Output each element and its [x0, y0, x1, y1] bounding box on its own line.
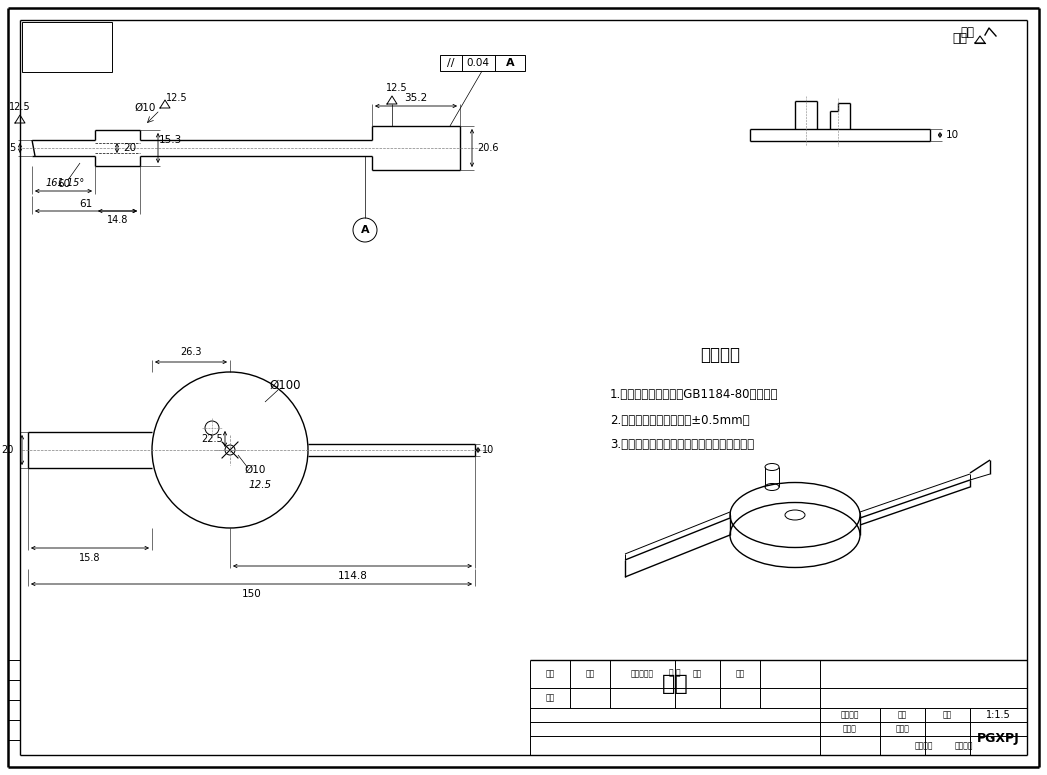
- Text: 2.未注长度尺寸允许偏差±0.5mm。: 2.未注长度尺寸允许偏差±0.5mm。: [610, 414, 750, 426]
- Text: 日 期: 日 期: [669, 669, 681, 677]
- Text: 15.8: 15.8: [80, 553, 101, 563]
- Text: 12.5: 12.5: [386, 83, 408, 93]
- Text: 10: 10: [945, 130, 959, 140]
- Text: 12.5: 12.5: [248, 480, 271, 490]
- Text: 图样标记: 图样标记: [841, 711, 860, 719]
- Text: 标记: 标记: [545, 670, 555, 678]
- Text: 日期: 日期: [735, 670, 744, 678]
- Text: 技术要求: 技术要求: [700, 346, 740, 364]
- Text: 共　　页: 共 页: [914, 741, 933, 750]
- Text: 其余: 其余: [960, 26, 974, 39]
- Text: 35.2: 35.2: [404, 93, 427, 103]
- Text: 比例: 比例: [943, 711, 952, 719]
- Text: 114.8: 114.8: [337, 571, 367, 581]
- Text: 60: 60: [57, 179, 70, 189]
- Text: 1:1.5: 1:1.5: [986, 710, 1010, 720]
- Text: Ø10: Ø10: [244, 465, 266, 475]
- Text: A: A: [360, 225, 370, 235]
- Text: 3.铸件公差带对称于毛坯铸件基本尺寸配置。: 3.铸件公差带对称于毛坯铸件基本尺寸配置。: [610, 439, 754, 452]
- Text: 1.未注形状公差应符合GB1184-80的要求。: 1.未注形状公差应符合GB1184-80的要求。: [610, 388, 779, 401]
- Text: A: A: [506, 58, 514, 68]
- Text: 5: 5: [8, 143, 15, 153]
- Text: Ø10: Ø10: [134, 103, 156, 113]
- Text: 第　　页: 第 页: [954, 741, 973, 750]
- Text: 14.8: 14.8: [107, 215, 128, 225]
- Text: 10: 10: [482, 445, 494, 455]
- Text: 质量: 质量: [898, 711, 907, 719]
- Text: 12.5: 12.5: [9, 102, 30, 112]
- Text: 15.3: 15.3: [158, 135, 181, 145]
- Text: 共　页: 共 页: [843, 725, 856, 733]
- Text: Ø100: Ø100: [269, 378, 300, 391]
- Text: 12.5: 12.5: [166, 93, 187, 103]
- Text: 61: 61: [80, 199, 92, 209]
- Text: 161.15°: 161.15°: [45, 178, 85, 188]
- Text: 0.04: 0.04: [467, 58, 490, 68]
- Text: 更改文件号: 更改文件号: [631, 670, 654, 678]
- Text: 20: 20: [2, 445, 14, 455]
- Text: 20.6: 20.6: [477, 143, 498, 153]
- Text: 设计: 设计: [545, 694, 555, 702]
- Text: 签字: 签字: [693, 670, 703, 678]
- Text: 22.5: 22.5: [201, 434, 223, 444]
- Text: PGXPJ: PGXPJ: [977, 732, 1020, 745]
- Text: 20: 20: [124, 143, 136, 153]
- Text: 26.3: 26.3: [180, 347, 202, 357]
- Text: //: //: [447, 58, 454, 68]
- Text: 处数: 处数: [585, 670, 595, 678]
- Text: 轴卡: 轴卡: [662, 674, 688, 694]
- Text: 150: 150: [242, 589, 262, 599]
- Text: 第　页: 第 页: [895, 725, 910, 733]
- Text: 其余: 其余: [953, 32, 967, 44]
- Bar: [22, 22, 112, 72]
